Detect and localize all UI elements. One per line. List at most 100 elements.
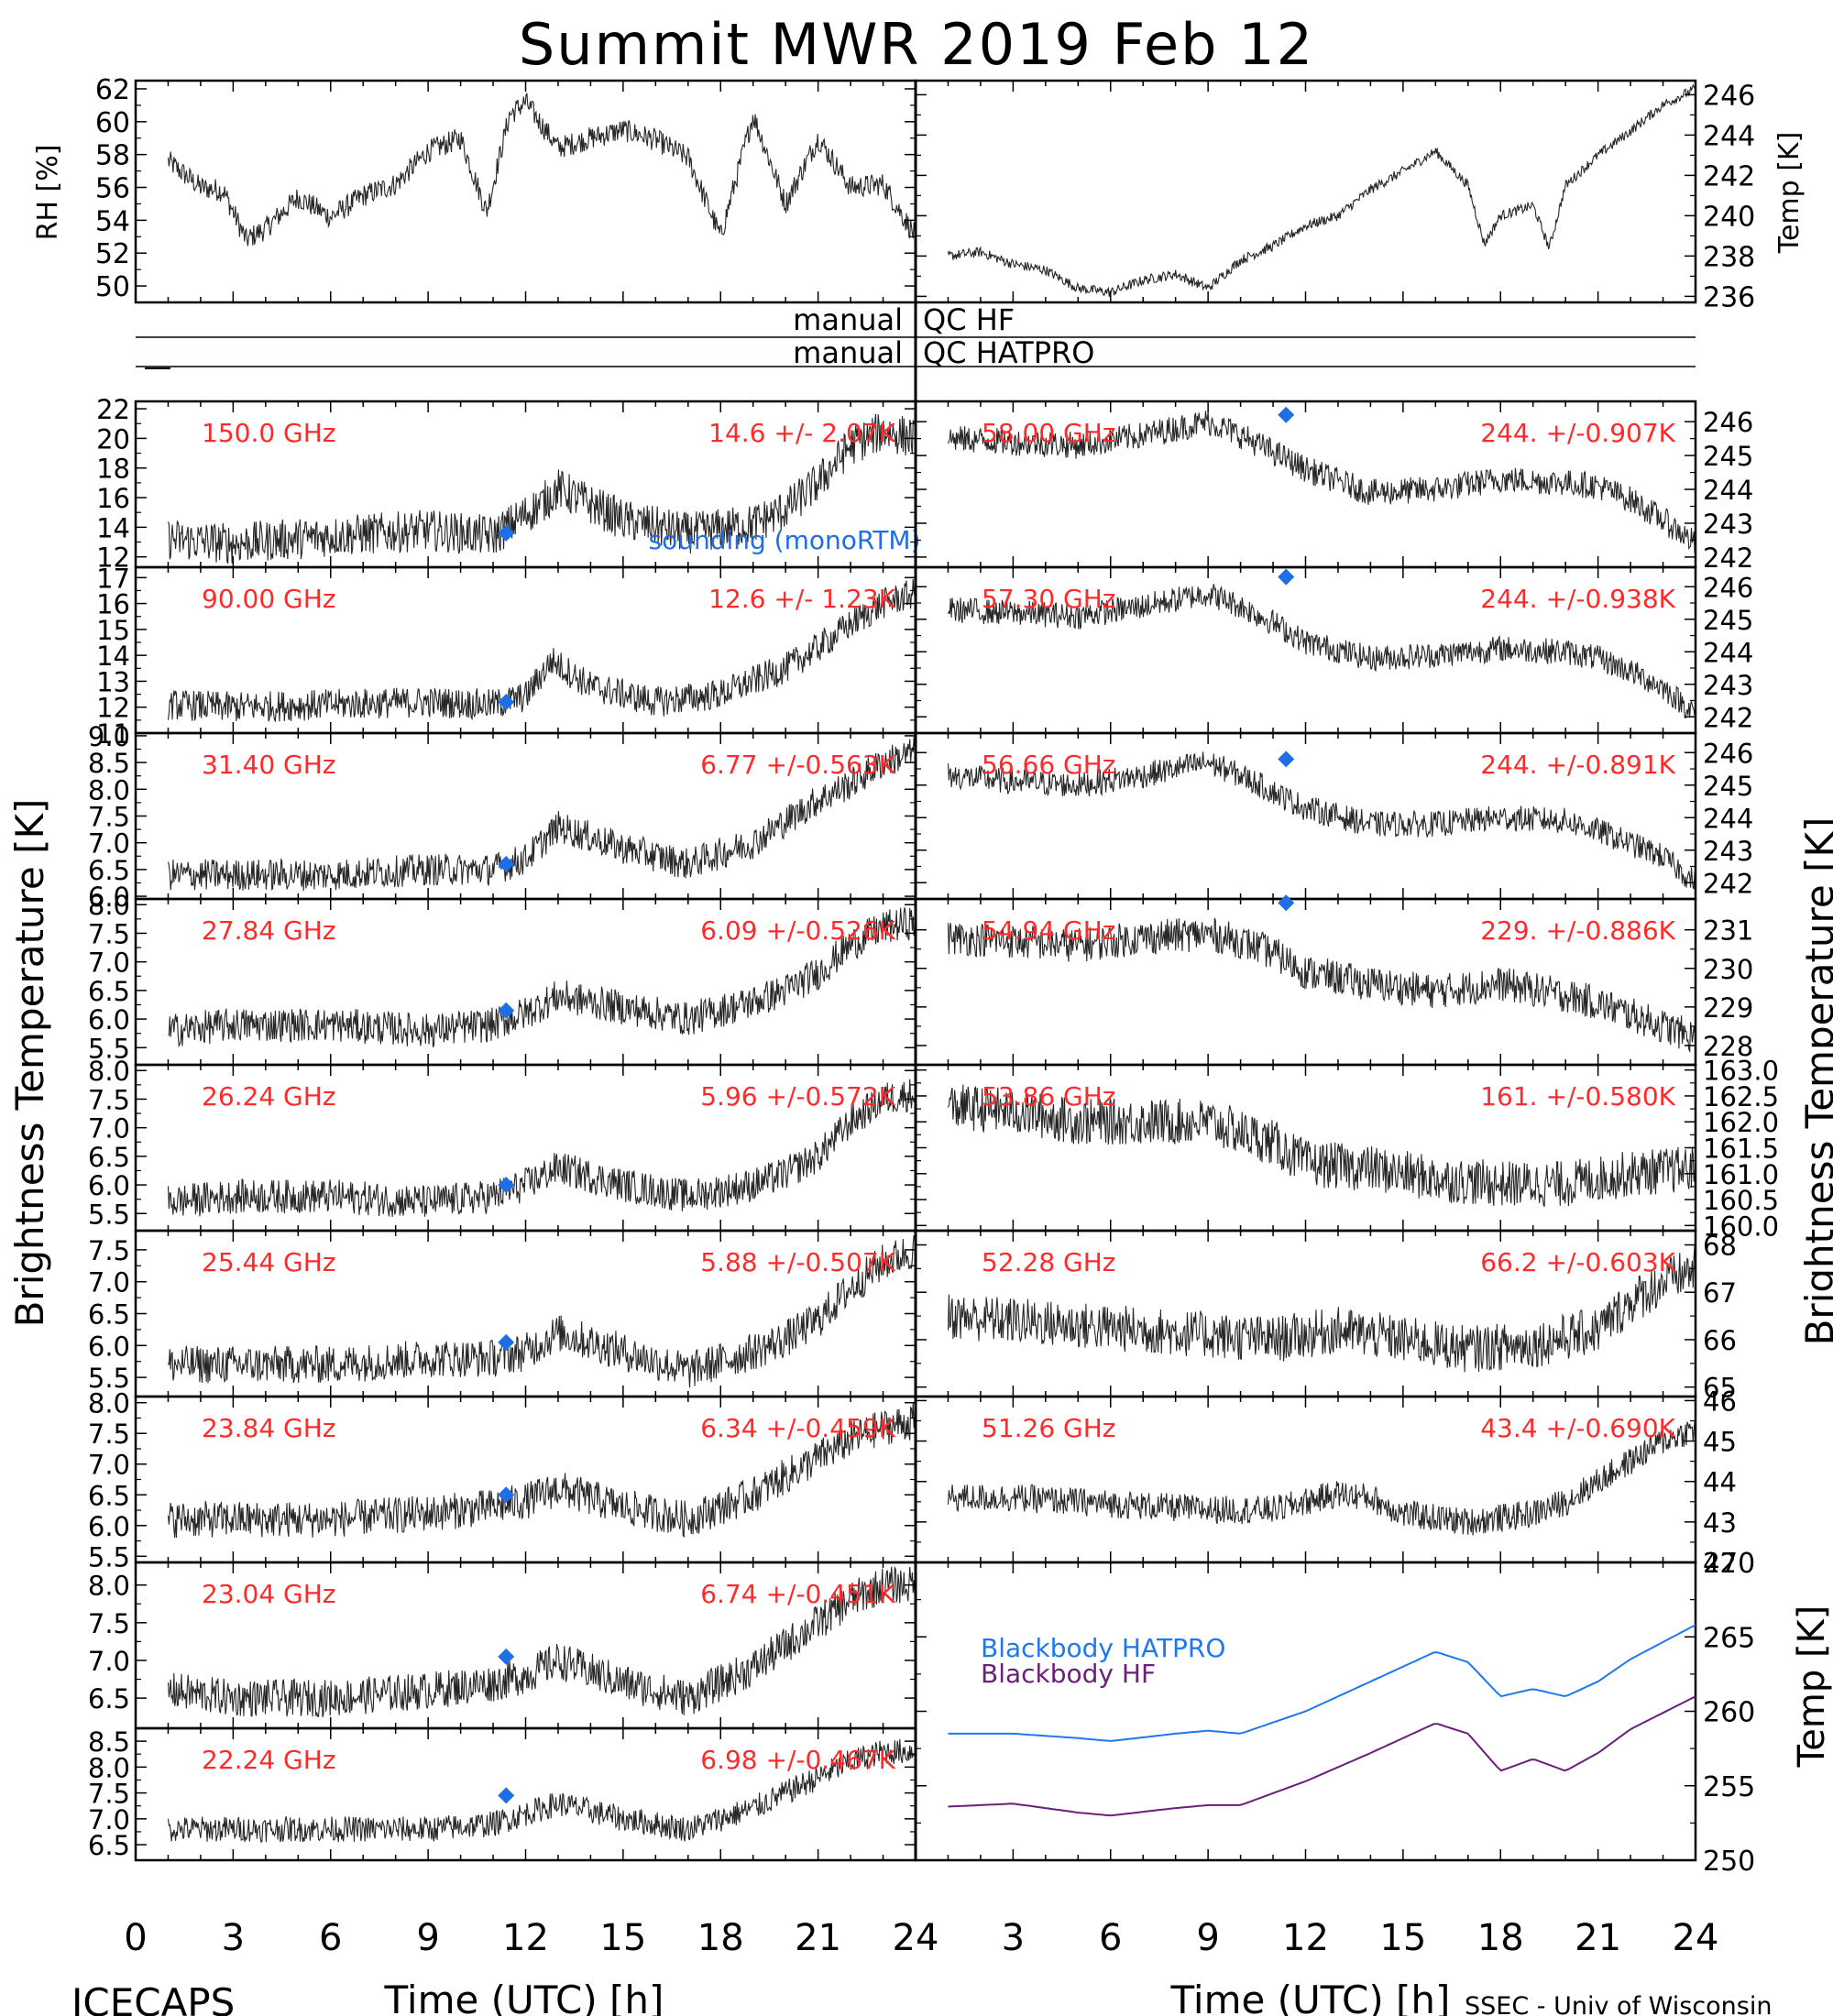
f5228-series-line xyxy=(947,1244,1696,1373)
f150-sounding-marker xyxy=(498,524,515,542)
f2624-freq-label: 26.24 GHz xyxy=(202,1081,336,1112)
f5496-series-line xyxy=(947,917,1696,1055)
f150-ytick-label: 14 xyxy=(96,512,130,543)
f2384-ytick-label: 7.5 xyxy=(88,1419,130,1450)
f31-ytick-label: 6.0 xyxy=(88,882,130,913)
f5228-freq-label: 52.28 GHz xyxy=(982,1247,1116,1277)
right-y-label: Brightness Temperature [K] xyxy=(1797,817,1833,1346)
f2544-ytick-label: 7.0 xyxy=(88,1267,130,1298)
f5386-ytick-label: 163.0 xyxy=(1703,1056,1779,1087)
f2224-stats-label: 6.98 +/-0.467K xyxy=(700,1745,895,1775)
temp-ytick-label: 238 xyxy=(1703,241,1755,273)
qc-hatpro-label: QC HATPRO xyxy=(923,335,1094,370)
f2624-sounding-marker xyxy=(498,1177,515,1194)
f5666-stats-label: 244. +/-0.891K xyxy=(1480,750,1675,780)
x-tick-label: 24 xyxy=(1673,1917,1719,1959)
f5730-ytick-label: 243 xyxy=(1703,670,1753,701)
f2224-series-line xyxy=(167,1738,916,1844)
f2544-ytick-label: 5.5 xyxy=(88,1363,130,1394)
f2784-ytick-label: 6.5 xyxy=(88,976,130,1007)
f2784-ytick-label: 8.0 xyxy=(88,890,130,921)
f2384-ytick-label: 8.0 xyxy=(88,1388,130,1419)
f5386-ytick-label: 162.0 xyxy=(1703,1107,1779,1138)
f2624-ytick-label: 8.0 xyxy=(88,1056,130,1087)
f5386-stats-label: 161. +/-0.580K xyxy=(1480,1081,1675,1112)
temp-ytick-label: 240 xyxy=(1703,201,1755,233)
qc-hatpro-manual: manual xyxy=(793,335,903,370)
f150-freq-label: 150.0 GHz xyxy=(202,418,336,448)
rh-y-label: RH [%] xyxy=(32,145,64,241)
f90-stats-label: 12.6 +/- 1.23K xyxy=(708,584,895,614)
x-tick-label: 6 xyxy=(319,1917,342,1959)
blackbody-ytick-label: 265 xyxy=(1703,1622,1755,1654)
f5800-ytick-label: 243 xyxy=(1703,509,1753,540)
f5126-freq-label: 51.26 GHz xyxy=(982,1413,1116,1443)
f5496-stats-label: 229. +/-0.886K xyxy=(1480,915,1675,946)
f150-ytick-label: 12 xyxy=(96,542,130,574)
f5666-freq-label: 56.66 GHz xyxy=(982,750,1116,780)
f2544-ytick-label: 6.0 xyxy=(88,1331,130,1362)
f2384-ytick-label: 7.0 xyxy=(88,1450,130,1481)
f2224-freq-label: 22.24 GHz xyxy=(202,1745,336,1775)
f2624-ytick-label: 6.5 xyxy=(88,1142,130,1173)
f5126-ytick-label: 45 xyxy=(1703,1427,1737,1458)
f5126-ytick-label: 44 xyxy=(1703,1467,1737,1498)
f2304-ytick-label: 7.5 xyxy=(88,1608,130,1639)
x-tick-label: 18 xyxy=(697,1917,744,1959)
f2224-sounding-marker xyxy=(498,1787,515,1804)
f2784-freq-label: 27.84 GHz xyxy=(202,915,336,946)
x-tick-label: 21 xyxy=(795,1917,841,1959)
f5800-ytick-label: 244 xyxy=(1703,475,1753,506)
f5496-ytick-label: 231 xyxy=(1703,915,1753,947)
blackbody-series-line xyxy=(948,1624,1696,1742)
f5730-stats-label: 244. +/-0.938K xyxy=(1480,584,1675,614)
f2384-ytick-label: 5.5 xyxy=(88,1541,130,1572)
f90-ytick-label: 16 xyxy=(96,589,130,620)
f5386-series-line xyxy=(947,1084,1696,1207)
f150-ytick-label: 16 xyxy=(96,483,130,514)
f2384-ytick-label: 6.5 xyxy=(88,1480,130,1511)
f5386-ytick-label: 160.5 xyxy=(1703,1185,1779,1216)
f90-ytick-label: 15 xyxy=(96,615,130,646)
f2224-ytick-label: 7.0 xyxy=(88,1804,130,1835)
f31-ytick-label: 9.0 xyxy=(88,721,130,752)
f5496-ytick-label: 229 xyxy=(1703,992,1753,1024)
f2544-ytick-label: 6.5 xyxy=(88,1299,130,1331)
f2304-ytick-label: 7.0 xyxy=(88,1646,130,1677)
f2224-ytick-label: 6.5 xyxy=(88,1830,130,1861)
f90-series-line xyxy=(167,578,916,723)
f5228-ytick-label: 68 xyxy=(1703,1231,1737,1262)
f5126-ytick-label: 46 xyxy=(1703,1386,1737,1417)
f31-sounding-marker xyxy=(498,856,515,873)
qc-strip: manual QC HF manual QC HATPRO xyxy=(136,302,1696,370)
f2624-ytick-label: 7.5 xyxy=(88,1084,130,1115)
qc-hf-label: QC HF xyxy=(923,302,1015,337)
sounding-legend: sounding (monoRTM) xyxy=(649,525,921,555)
f31-stats-label: 6.77 +/-0.563K xyxy=(700,750,895,780)
f5800-series-line xyxy=(947,411,1696,553)
f2304-freq-label: 23.04 GHz xyxy=(202,1579,336,1609)
f2384-series-line xyxy=(167,1403,916,1539)
f5800-ytick-label: 246 xyxy=(1703,407,1753,438)
f5126-ytick-label: 42 xyxy=(1703,1548,1737,1579)
blackbody-ytick-label: 255 xyxy=(1703,1771,1755,1803)
f5800-ytick-label: 242 xyxy=(1703,542,1753,574)
f2224-ytick-label: 8.5 xyxy=(88,1726,130,1758)
f2544-stats-label: 5.88 +/-0.507K xyxy=(700,1247,895,1277)
rh-series-line xyxy=(167,93,916,247)
f5666-series-line xyxy=(947,751,1696,893)
f90-freq-label: 90.00 GHz xyxy=(202,584,336,614)
f2304-sounding-marker xyxy=(498,1648,515,1665)
rh-ytick-label: 56 xyxy=(95,173,130,205)
f90-ytick-label: 12 xyxy=(96,693,130,724)
f2304-stats-label: 6.74 +/-0.451K xyxy=(700,1579,895,1609)
f2304-series-line xyxy=(167,1565,916,1717)
right-bottom-y-label: Temp [K] xyxy=(1791,1605,1833,1769)
x-tick-label: 15 xyxy=(599,1917,646,1959)
f150-ytick-label: 20 xyxy=(96,423,130,455)
rh-ytick-label: 60 xyxy=(95,107,130,139)
f5800-ytick-label: 245 xyxy=(1703,441,1753,472)
x-axis-label-left: Time (UTC) [h] xyxy=(384,1978,664,2016)
temp-series-line xyxy=(947,83,1696,297)
